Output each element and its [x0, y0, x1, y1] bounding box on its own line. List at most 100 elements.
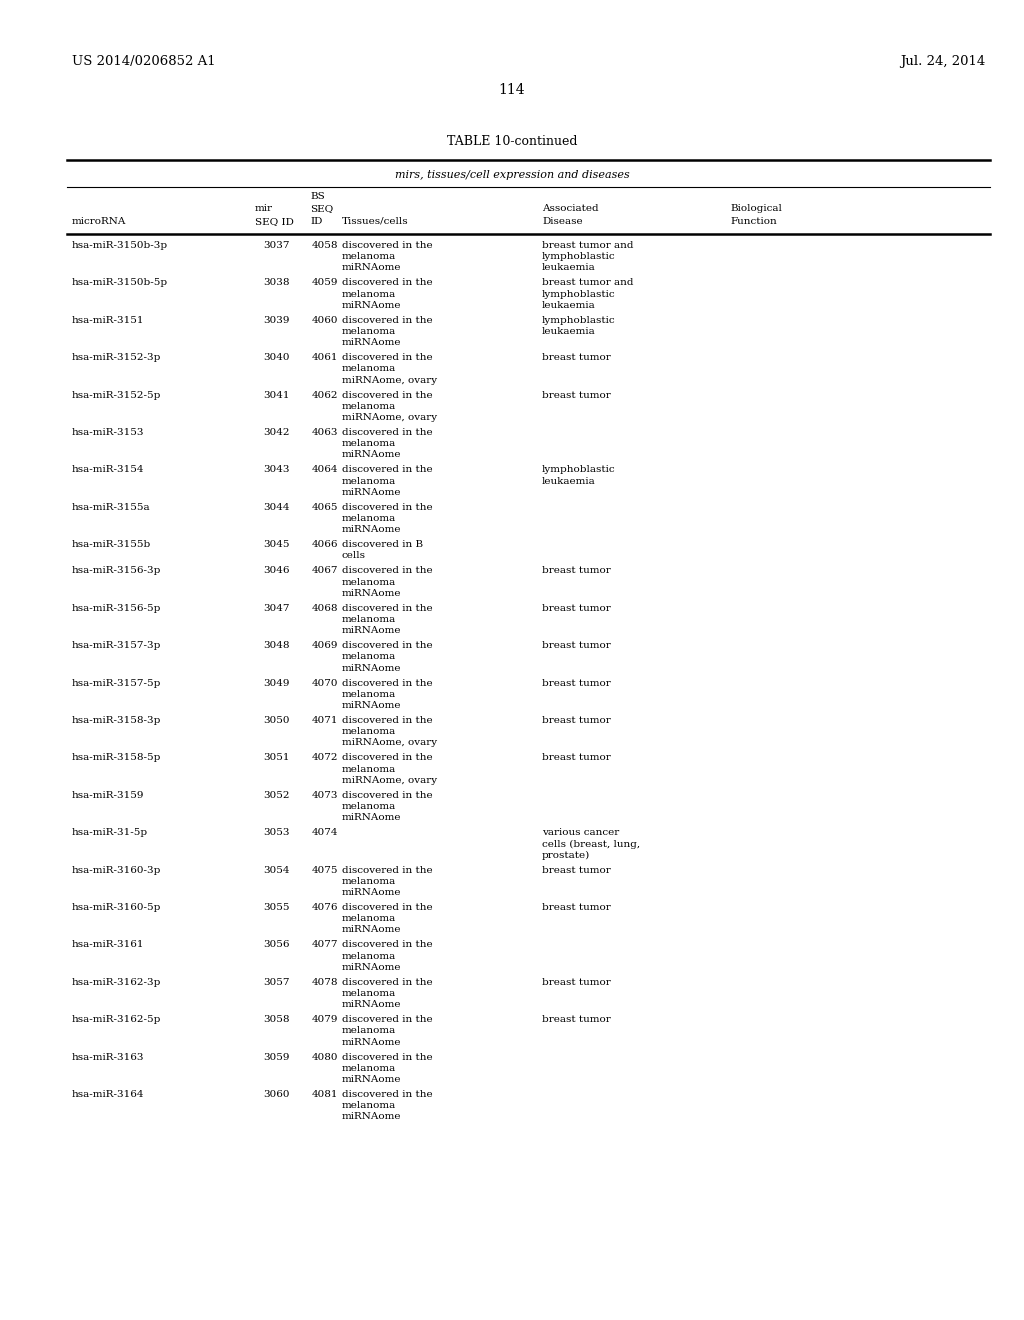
- Text: cells: cells: [342, 552, 366, 561]
- Text: Associated: Associated: [542, 205, 599, 213]
- Text: 3056: 3056: [263, 940, 290, 949]
- Text: breast tumor: breast tumor: [542, 566, 610, 576]
- Text: Tissues/cells: Tissues/cells: [342, 216, 409, 226]
- Text: 4066: 4066: [311, 540, 338, 549]
- Text: 4065: 4065: [311, 503, 338, 512]
- Text: hsa-miR-3153: hsa-miR-3153: [72, 428, 144, 437]
- Text: discovered in the: discovered in the: [342, 315, 432, 325]
- Text: miRNAome: miRNAome: [342, 1038, 401, 1047]
- Text: miRNAome: miRNAome: [342, 1113, 401, 1122]
- Text: 3053: 3053: [263, 828, 290, 837]
- Text: breast tumor: breast tumor: [542, 978, 610, 987]
- Text: miRNAome: miRNAome: [342, 664, 401, 673]
- Text: miRNAome: miRNAome: [342, 589, 401, 598]
- Text: leukaemia: leukaemia: [542, 327, 596, 337]
- Text: 4064: 4064: [311, 466, 338, 474]
- Text: melanoma: melanoma: [342, 252, 396, 261]
- Text: melanoma: melanoma: [342, 1027, 396, 1035]
- Text: miRNAome: miRNAome: [342, 813, 401, 822]
- Text: melanoma: melanoma: [342, 803, 396, 810]
- Text: miRNAome, ovary: miRNAome, ovary: [342, 376, 437, 384]
- Text: discovered in the: discovered in the: [342, 1015, 432, 1024]
- Text: SEQ ID: SEQ ID: [255, 216, 294, 226]
- Text: melanoma: melanoma: [342, 952, 396, 961]
- Text: hsa-miR-3158-3p: hsa-miR-3158-3p: [72, 715, 162, 725]
- Text: 4080: 4080: [311, 1052, 338, 1061]
- Text: hsa-miR-3157-5p: hsa-miR-3157-5p: [72, 678, 162, 688]
- Text: hsa-miR-3150b-3p: hsa-miR-3150b-3p: [72, 242, 168, 249]
- Text: miRNAome: miRNAome: [342, 962, 401, 972]
- Text: hsa-miR-3154: hsa-miR-3154: [72, 466, 144, 474]
- Text: hsa-miR-3156-5p: hsa-miR-3156-5p: [72, 603, 162, 612]
- Text: 3055: 3055: [263, 903, 290, 912]
- Text: BS: BS: [310, 191, 325, 201]
- Text: discovered in the: discovered in the: [342, 642, 432, 651]
- Text: discovered in the: discovered in the: [342, 791, 432, 800]
- Text: miRNAome: miRNAome: [342, 1001, 401, 1010]
- Text: US 2014/0206852 A1: US 2014/0206852 A1: [72, 55, 216, 69]
- Text: hsa-miR-31-5p: hsa-miR-31-5p: [72, 828, 148, 837]
- Text: SEQ: SEQ: [310, 205, 333, 213]
- Text: mir: mir: [255, 205, 273, 213]
- Text: miRNAome: miRNAome: [342, 301, 401, 310]
- Text: discovered in the: discovered in the: [342, 391, 432, 400]
- Text: TABLE 10-continued: TABLE 10-continued: [446, 135, 578, 148]
- Text: breast tumor: breast tumor: [542, 903, 610, 912]
- Text: 4075: 4075: [311, 866, 338, 875]
- Text: melanoma: melanoma: [342, 513, 396, 523]
- Text: hsa-miR-3151: hsa-miR-3151: [72, 315, 144, 325]
- Text: Disease: Disease: [542, 216, 583, 226]
- Text: 3037: 3037: [263, 242, 290, 249]
- Text: 4069: 4069: [311, 642, 338, 651]
- Text: 3048: 3048: [263, 642, 290, 651]
- Text: hsa-miR-3159: hsa-miR-3159: [72, 791, 144, 800]
- Text: hsa-miR-3150b-5p: hsa-miR-3150b-5p: [72, 279, 168, 288]
- Text: 3040: 3040: [263, 354, 290, 362]
- Text: 3057: 3057: [263, 978, 290, 987]
- Text: hsa-miR-3155a: hsa-miR-3155a: [72, 503, 151, 512]
- Text: lymphoblastic: lymphoblastic: [542, 315, 615, 325]
- Text: 4061: 4061: [311, 354, 338, 362]
- Text: melanoma: melanoma: [342, 364, 396, 374]
- Text: 3059: 3059: [263, 1052, 290, 1061]
- Text: 4058: 4058: [311, 242, 338, 249]
- Text: hsa-miR-3160-5p: hsa-miR-3160-5p: [72, 903, 162, 912]
- Text: discovered in the: discovered in the: [342, 940, 432, 949]
- Text: mirs, tissues/cell expression and diseases: mirs, tissues/cell expression and diseas…: [394, 170, 630, 180]
- Text: 3050: 3050: [263, 715, 290, 725]
- Text: 3041: 3041: [263, 391, 290, 400]
- Text: discovered in the: discovered in the: [342, 715, 432, 725]
- Text: 3060: 3060: [263, 1090, 290, 1100]
- Text: breast tumor: breast tumor: [542, 603, 610, 612]
- Text: miRNAome: miRNAome: [342, 264, 401, 272]
- Text: miRNAome: miRNAome: [342, 488, 401, 496]
- Text: breast tumor: breast tumor: [542, 1015, 610, 1024]
- Text: 3039: 3039: [263, 315, 290, 325]
- Text: melanoma: melanoma: [342, 727, 396, 737]
- Text: breast tumor: breast tumor: [542, 715, 610, 725]
- Text: ID: ID: [310, 216, 323, 226]
- Text: 4081: 4081: [311, 1090, 338, 1100]
- Text: lymphoblastic: lymphoblastic: [542, 252, 615, 261]
- Text: various cancer: various cancer: [542, 828, 620, 837]
- Text: miRNAome, ovary: miRNAome, ovary: [342, 776, 437, 785]
- Text: microRNA: microRNA: [72, 216, 126, 226]
- Text: 4073: 4073: [311, 791, 338, 800]
- Text: miRNAome: miRNAome: [342, 525, 401, 535]
- Text: breast tumor: breast tumor: [542, 354, 610, 362]
- Text: 4077: 4077: [311, 940, 338, 949]
- Text: prostate): prostate): [542, 850, 590, 859]
- Text: melanoma: melanoma: [342, 1064, 396, 1073]
- Text: 4068: 4068: [311, 603, 338, 612]
- Text: discovered in the: discovered in the: [342, 903, 432, 912]
- Text: discovered in the: discovered in the: [342, 354, 432, 362]
- Text: lymphoblastic: lymphoblastic: [542, 466, 615, 474]
- Text: hsa-miR-3164: hsa-miR-3164: [72, 1090, 144, 1100]
- Text: Biological: Biological: [730, 205, 782, 213]
- Text: melanoma: melanoma: [342, 615, 396, 624]
- Text: 3054: 3054: [263, 866, 290, 875]
- Text: breast tumor: breast tumor: [542, 754, 610, 763]
- Text: 4078: 4078: [311, 978, 338, 987]
- Text: hsa-miR-3156-3p: hsa-miR-3156-3p: [72, 566, 162, 576]
- Text: 4062: 4062: [311, 391, 338, 400]
